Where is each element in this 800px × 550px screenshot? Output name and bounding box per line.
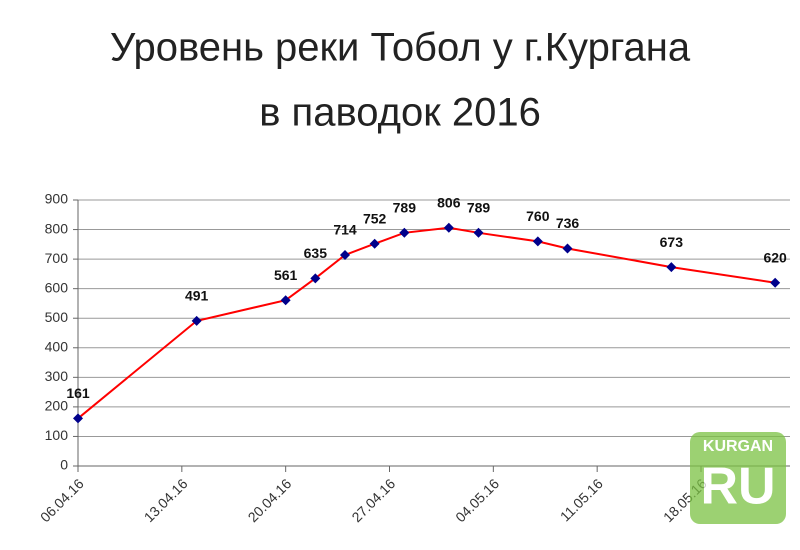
data-label: 789 [393,200,417,216]
point [191,315,202,326]
point [310,273,321,284]
point [399,227,410,238]
point [340,249,350,260]
y-tick-label: 900 [45,191,69,207]
data-label: 714 [333,222,357,238]
x-tick-label: 13.04.16 [141,475,191,525]
point [473,227,484,238]
data-label: 161 [66,385,90,401]
y-tick-label: 0 [60,457,68,473]
data-label: 620 [763,249,787,265]
data-label: 561 [274,267,298,283]
x-tick-label: 11.05.16 [557,475,606,524]
chart-title: в паводок 2016 [259,91,541,135]
point [562,243,573,254]
data-label: 752 [363,210,387,226]
watermark-box [690,432,786,524]
data-label: 760 [526,208,550,224]
data-label: 789 [467,200,491,216]
chart-title: Уровень реки Тобол у г.Кургана [110,26,691,70]
watermark-text: KURGAN [703,438,773,455]
data-label: 736 [556,215,580,231]
x-tick-label: 04.05.16 [452,475,502,525]
data-label: 491 [185,288,209,304]
point [666,262,677,273]
x-tick-label: 20.04.16 [245,475,295,525]
x-tick-label: 06.04.16 [37,475,87,525]
y-tick-label: 500 [45,309,69,325]
x-tick-label: 27.04.16 [348,475,398,525]
point [770,277,781,288]
point [532,236,543,247]
y-tick-label: 800 [45,220,69,236]
watermark-text: RU [700,458,775,516]
y-tick-label: 600 [45,279,69,295]
y-tick-label: 200 [45,398,69,414]
y-tick-label: 100 [45,427,69,443]
point [443,222,454,233]
series-line [77,226,776,420]
data-label: 635 [304,245,328,261]
y-tick-label: 700 [45,250,69,266]
point [73,413,83,424]
y-tick-label: 400 [45,338,69,354]
y-tick-label: 300 [45,368,69,384]
point [369,238,380,249]
data-label: 673 [660,234,684,250]
data-label: 806 [437,194,461,210]
point [280,295,291,306]
watermark: KURGAN RU [690,432,786,524]
